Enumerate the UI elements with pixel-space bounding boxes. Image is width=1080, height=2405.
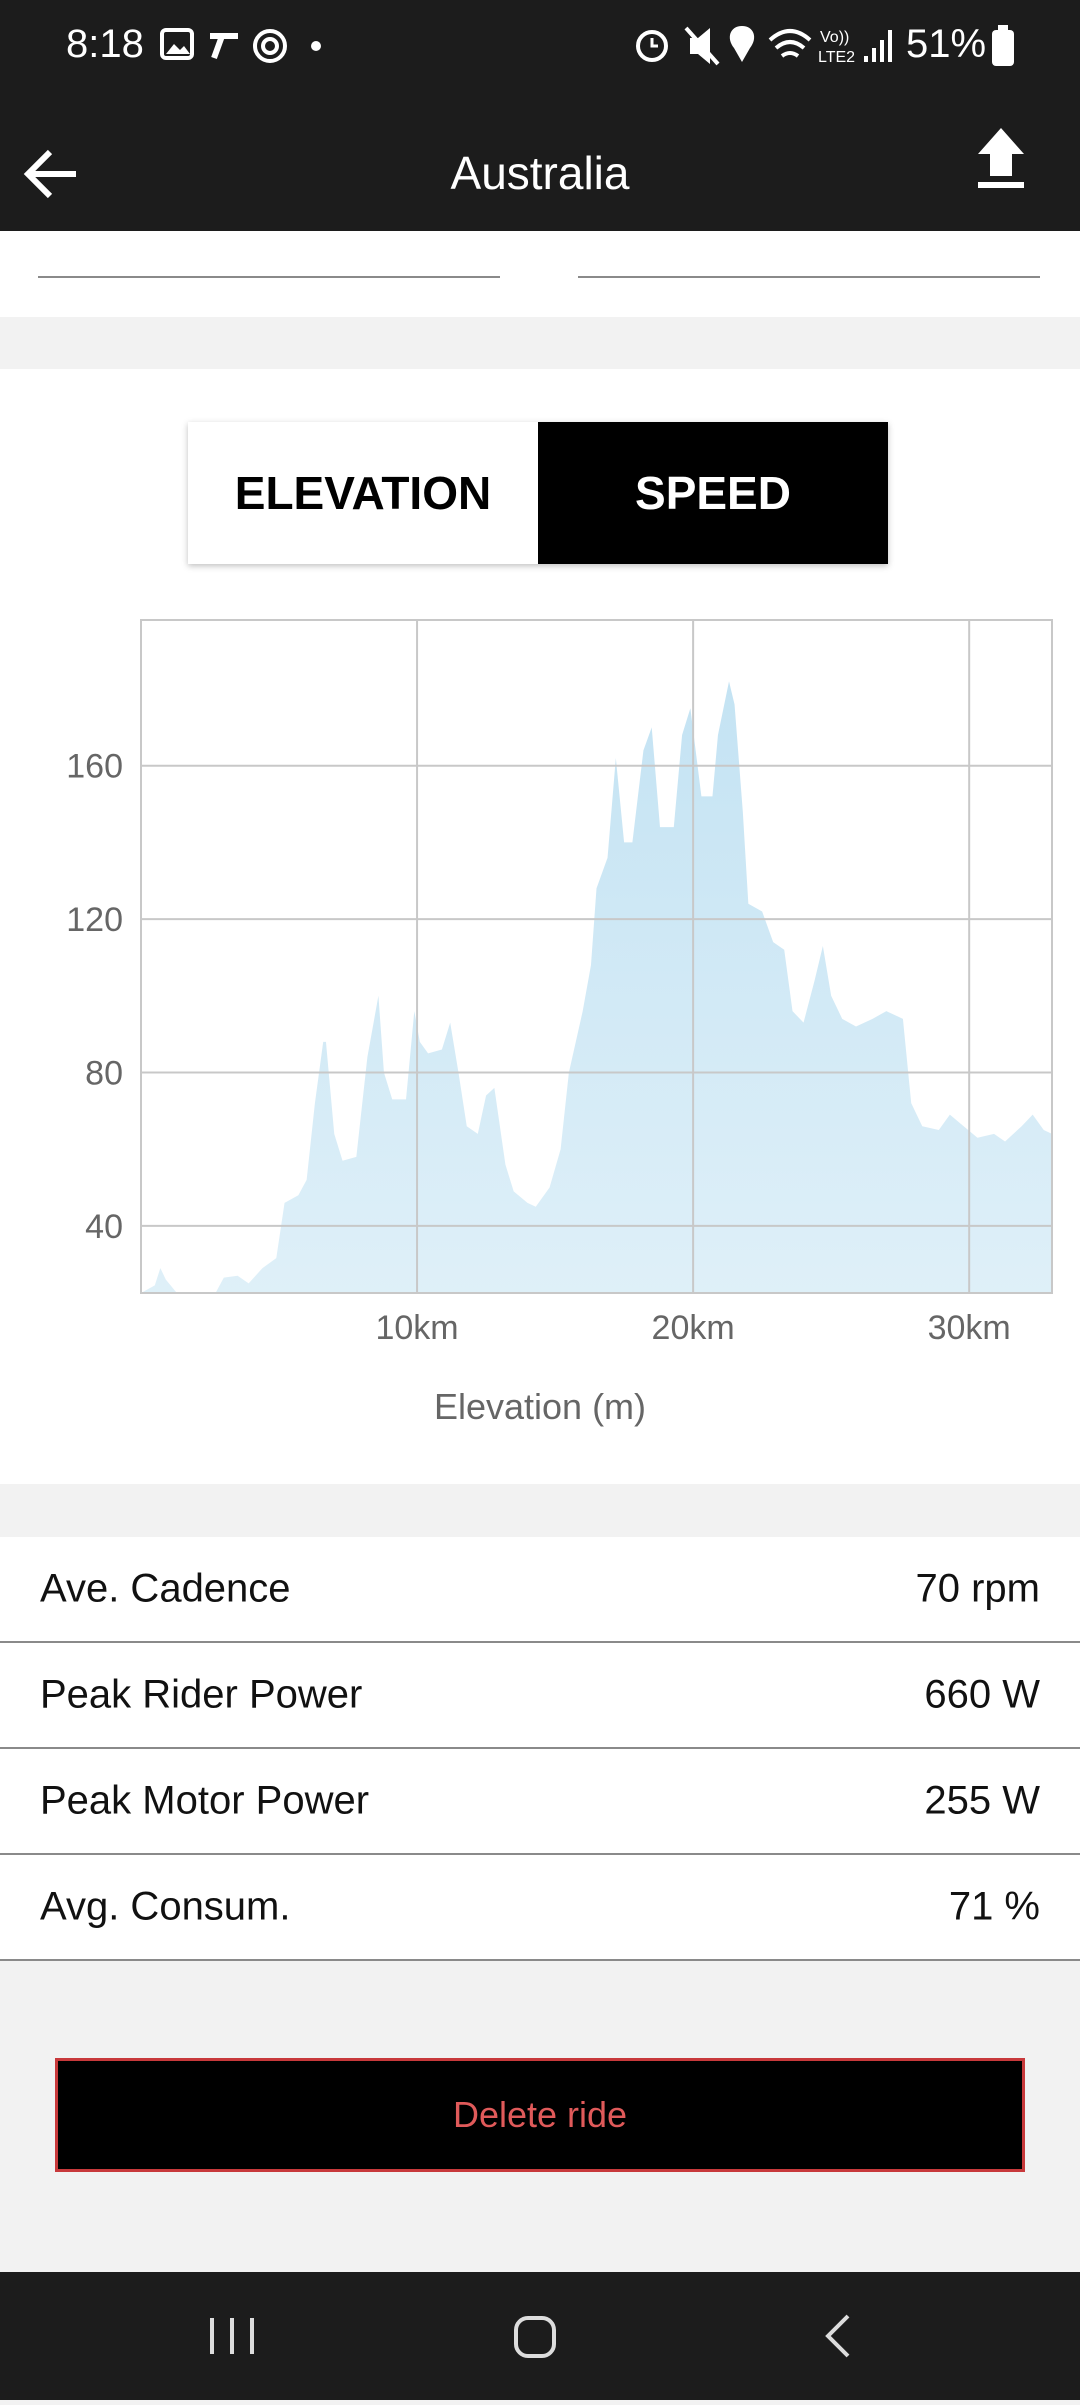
x-tick-label: 30km	[928, 1309, 1011, 1347]
recent-apps[interactable]	[210, 2318, 254, 2354]
stat-label: Avg. Consum.	[40, 1884, 291, 1929]
status-icons-right: Vo)) LTE2	[636, 26, 892, 66]
plot-frame	[140, 619, 1053, 1294]
elevation-area	[141, 681, 1052, 1293]
battery-icon	[992, 25, 1014, 66]
share-button[interactable]	[974, 124, 1028, 194]
y-tick-label: 40	[85, 1208, 123, 1246]
x-axis-label: Elevation (m)	[434, 1386, 646, 1427]
stat-label: Ave. Cadence	[40, 1566, 291, 1611]
nav-bar	[0, 2272, 1080, 2400]
stat-row: Peak Motor Power 255 W	[0, 1749, 1080, 1855]
title: Australia	[450, 147, 630, 199]
stat-label: Peak Rider Power	[40, 1672, 363, 1717]
stat-label: Peak Motor Power	[40, 1778, 370, 1823]
home[interactable]	[514, 2316, 556, 2358]
stat-row: Avg. Consum. 71 %	[0, 1855, 1080, 1961]
tab-toggle: ELEVATION SPEED	[188, 422, 888, 564]
divider	[38, 276, 500, 278]
network-lte: LTE2	[818, 49, 855, 66]
summary-card	[0, 231, 1080, 317]
stat-value: 660 W	[924, 1672, 1040, 1717]
y-tick-label: 160	[66, 748, 123, 786]
x-tick-label: 20km	[652, 1309, 735, 1347]
back[interactable]	[825, 2314, 850, 2358]
network-volte: Vo))	[820, 29, 849, 46]
battery-percent: 51%	[906, 22, 987, 66]
time: 8:18	[66, 22, 144, 66]
tab-speed[interactable]: SPEED	[538, 422, 888, 564]
tab-elevation[interactable]: ELEVATION	[188, 422, 538, 564]
stat-row: Ave. Cadence 70 rpm	[0, 1537, 1080, 1643]
app-bar: Australia	[0, 116, 1080, 231]
back-button[interactable]	[22, 146, 82, 202]
chart-card: ELEVATION SPEED 40 80 120 160 10km 20km 30km El…	[0, 369, 1080, 1484]
delete-button[interactable]: Delete ride	[55, 2058, 1025, 2172]
divider	[578, 276, 1040, 278]
stat-value: 255 W	[924, 1778, 1040, 1823]
x-tick-label: 10km	[375, 1309, 458, 1347]
stat-row: Peak Rider Power 660 W	[0, 1643, 1080, 1749]
stat-value: 71 %	[948, 1884, 1040, 1929]
nav-icons	[210, 2314, 850, 2358]
status-bar: 8:18 Vo)) LTE2 51%	[0, 0, 1080, 116]
chart: 40 80 120 160 10km 20km 30km Elevation (m)	[66, 619, 1053, 1427]
stat-value: 70 rpm	[915, 1566, 1041, 1611]
status-icons-left	[160, 28, 321, 63]
y-tick-label: 120	[66, 901, 123, 939]
y-tick-label: 80	[85, 1055, 123, 1093]
